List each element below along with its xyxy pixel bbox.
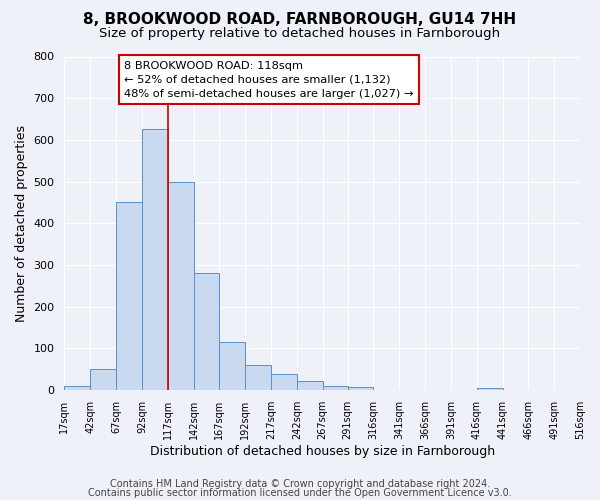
Text: Size of property relative to detached houses in Farnborough: Size of property relative to detached ho…: [100, 28, 500, 40]
Text: Contains public sector information licensed under the Open Government Licence v3: Contains public sector information licen…: [88, 488, 512, 498]
Text: 8, BROOKWOOD ROAD, FARNBOROUGH, GU14 7HH: 8, BROOKWOOD ROAD, FARNBOROUGH, GU14 7HH: [83, 12, 517, 28]
Bar: [220, 342, 245, 390]
Y-axis label: Number of detached properties: Number of detached properties: [15, 124, 28, 322]
Bar: [297, 380, 323, 390]
Bar: [323, 386, 347, 390]
Bar: [168, 182, 194, 390]
Bar: [116, 202, 142, 390]
Bar: [245, 365, 271, 390]
Bar: [347, 386, 373, 390]
Bar: [64, 386, 90, 390]
Bar: [476, 388, 503, 390]
Bar: [90, 369, 116, 390]
Bar: [194, 273, 220, 390]
Text: Contains HM Land Registry data © Crown copyright and database right 2024.: Contains HM Land Registry data © Crown c…: [110, 479, 490, 489]
Bar: [142, 130, 168, 390]
X-axis label: Distribution of detached houses by size in Farnborough: Distribution of detached houses by size …: [149, 444, 495, 458]
Text: 8 BROOKWOOD ROAD: 118sqm
← 52% of detached houses are smaller (1,132)
48% of sem: 8 BROOKWOOD ROAD: 118sqm ← 52% of detach…: [124, 60, 414, 98]
Bar: [271, 374, 297, 390]
